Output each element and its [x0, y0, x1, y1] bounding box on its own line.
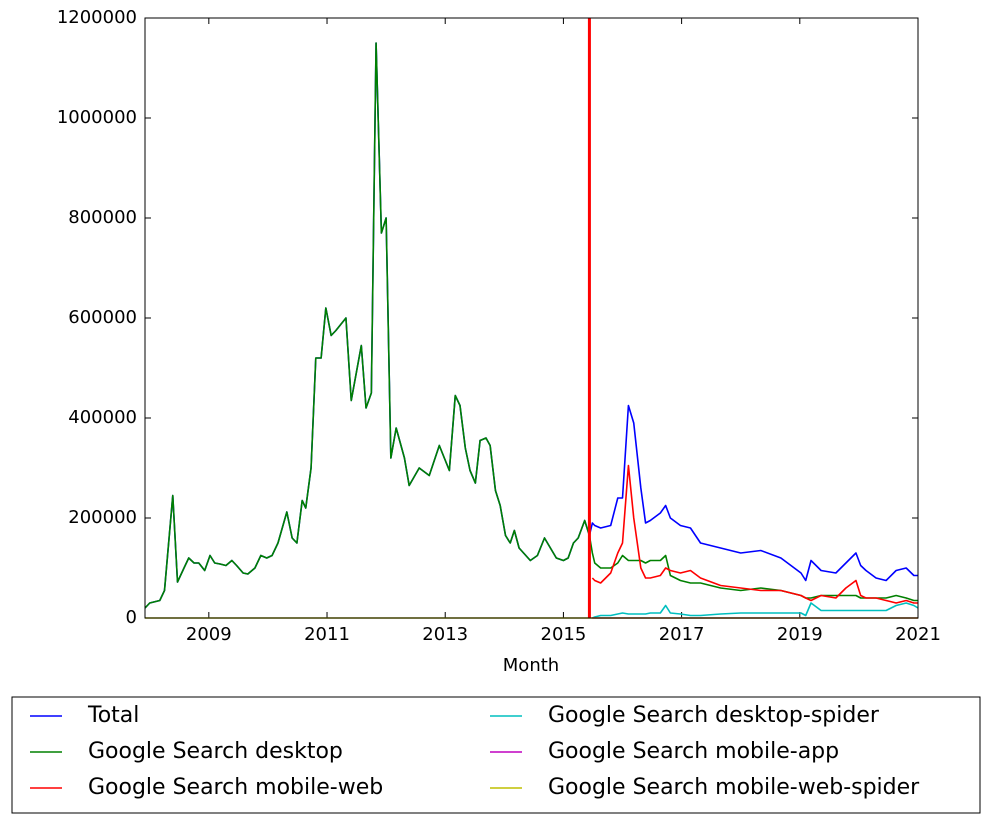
plot-frame	[144, 17, 919, 619]
x-tick-label: 2021	[895, 624, 941, 645]
y-tick-label: 200000	[68, 507, 137, 528]
x-tick-label: 2019	[777, 624, 823, 645]
plot-area	[145, 18, 918, 618]
y-tick-label: 800000	[68, 207, 137, 228]
series-line	[144, 42, 918, 609]
legend-label: Google Search mobile-web-spider	[548, 775, 920, 800]
x-tick-label: 2015	[541, 624, 587, 645]
y-tick-label: 1200000	[57, 7, 137, 28]
x-tick-label: 2013	[422, 624, 468, 645]
x-tick-label: 2017	[659, 624, 705, 645]
legend-label: Google Search mobile-app	[548, 739, 839, 764]
legend-label: Total	[87, 703, 139, 728]
y-tick-label: 1000000	[57, 107, 137, 128]
series-line	[591, 464, 918, 604]
legend-label: Google Search desktop	[88, 739, 343, 764]
x-axis-label: Month	[503, 655, 559, 676]
y-tick-label: 400000	[68, 407, 137, 428]
legend-label: Google Search desktop-spider	[548, 703, 880, 728]
x-tick-label: 2009	[186, 624, 232, 645]
series-line	[592, 602, 919, 619]
legend-label: Google Search mobile-web	[88, 775, 383, 800]
y-tick-label: 600000	[68, 307, 137, 328]
y-tick-label: 0	[126, 607, 137, 628]
x-tick-label: 2011	[304, 624, 350, 645]
